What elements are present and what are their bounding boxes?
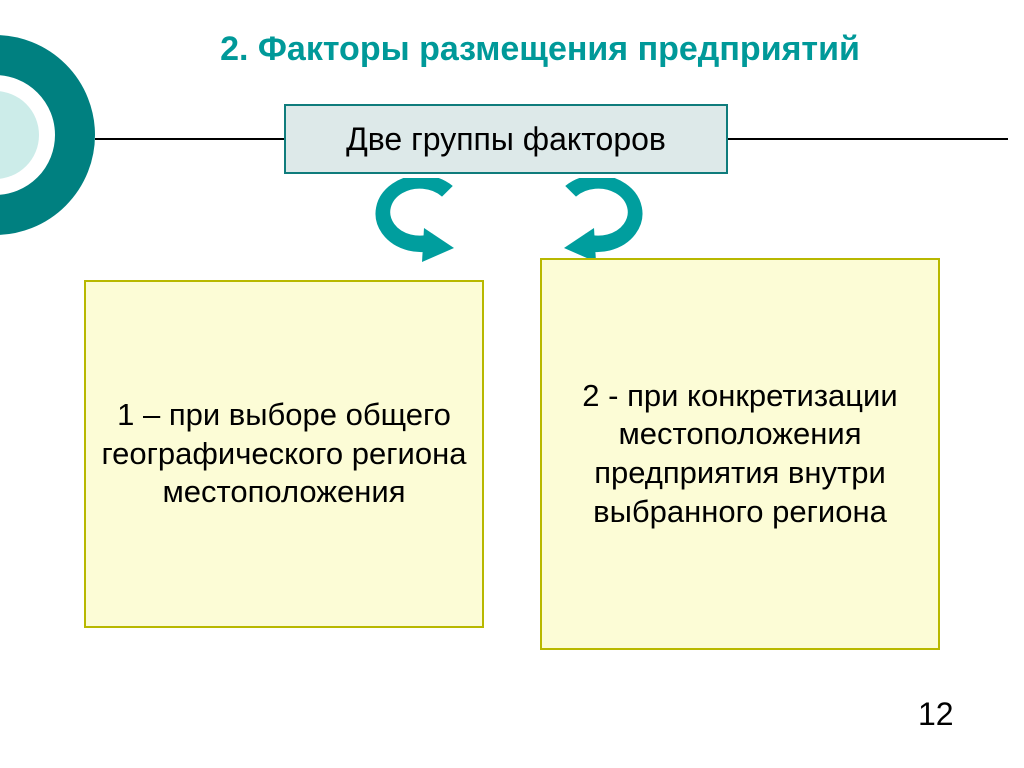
top-box: Две группы факторов — [284, 104, 728, 174]
page-number: 12 — [918, 696, 954, 733]
arrow-right-icon — [536, 178, 656, 268]
bottom-box-left: 1 – при выборе общего географического ре… — [84, 280, 484, 628]
top-box-text: Две группы факторов — [346, 119, 666, 159]
bottom-box-left-text: 1 – при выборе общего географического ре… — [100, 396, 468, 512]
slide-title: 2. Факторы размещения предприятий — [130, 30, 950, 69]
bottom-box-right-text: 2 - при конкретизации местоположения пре… — [556, 377, 924, 532]
arrow-left-icon — [362, 178, 482, 268]
bottom-box-right: 2 - при конкретизации местоположения пре… — [540, 258, 940, 650]
